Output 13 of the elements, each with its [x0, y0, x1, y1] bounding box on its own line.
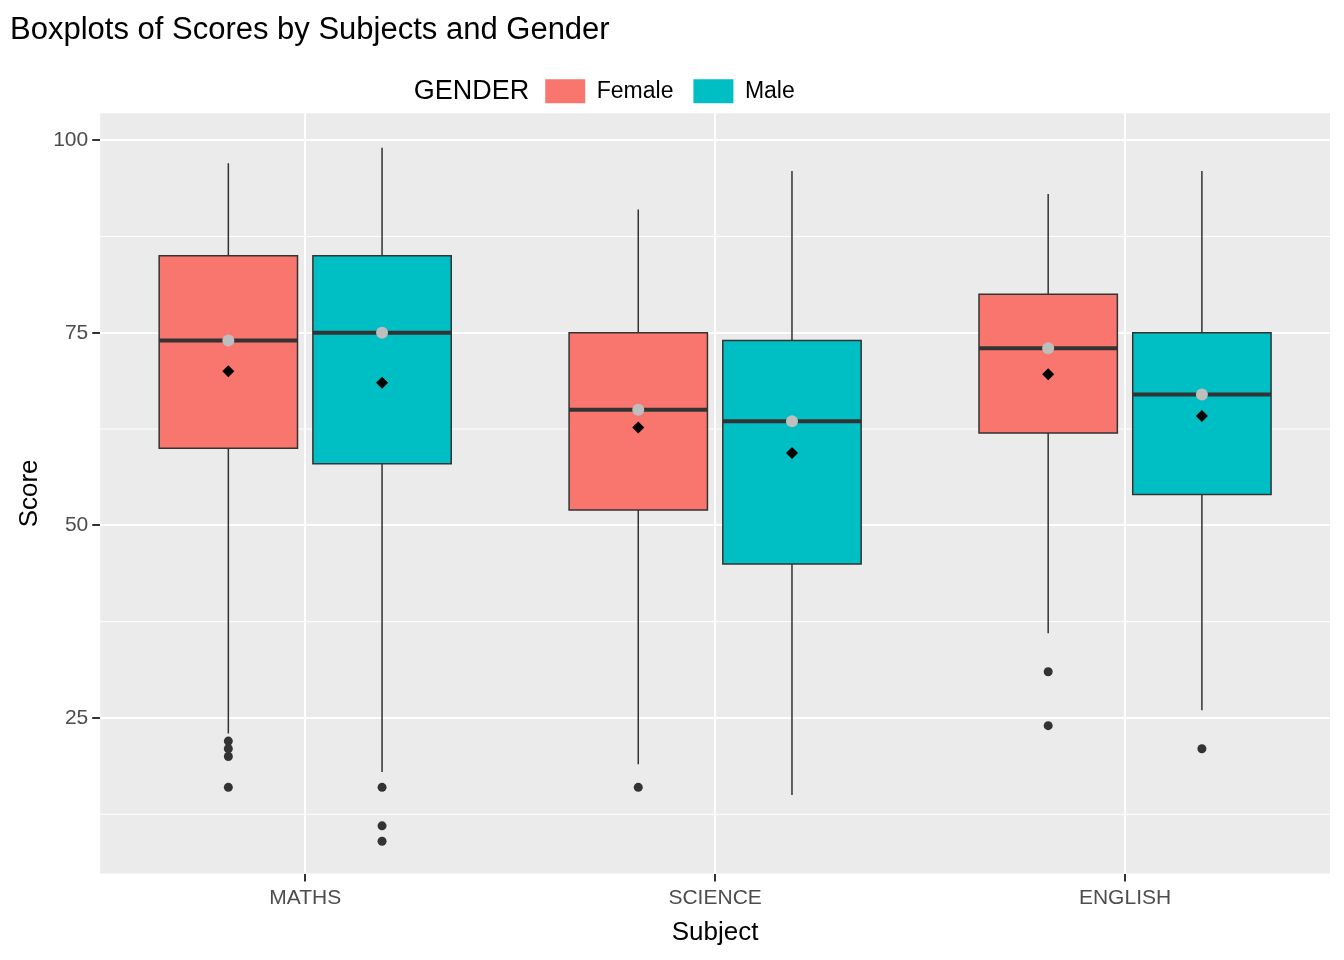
- legend-label: Male: [744, 76, 795, 103]
- y-tick-label: 50: [64, 512, 89, 536]
- y-tick-label: 25: [64, 704, 89, 728]
- chart-title: Boxplots of Scores by Subjects and Gender: [10, 11, 610, 47]
- legend-label: Female: [596, 76, 674, 103]
- x-axis-title: Subject: [671, 915, 760, 946]
- y-tick-label: 100: [53, 126, 89, 150]
- x-tick-label: SCIENCE: [668, 885, 762, 908]
- y-tick-label: 75: [64, 319, 89, 343]
- x-tick-label: MATHS: [269, 885, 342, 908]
- x-tick-label: ENGLISH: [1078, 885, 1172, 908]
- legend-title: GENDER: [413, 74, 530, 105]
- y-axis-title: Score: [12, 459, 43, 528]
